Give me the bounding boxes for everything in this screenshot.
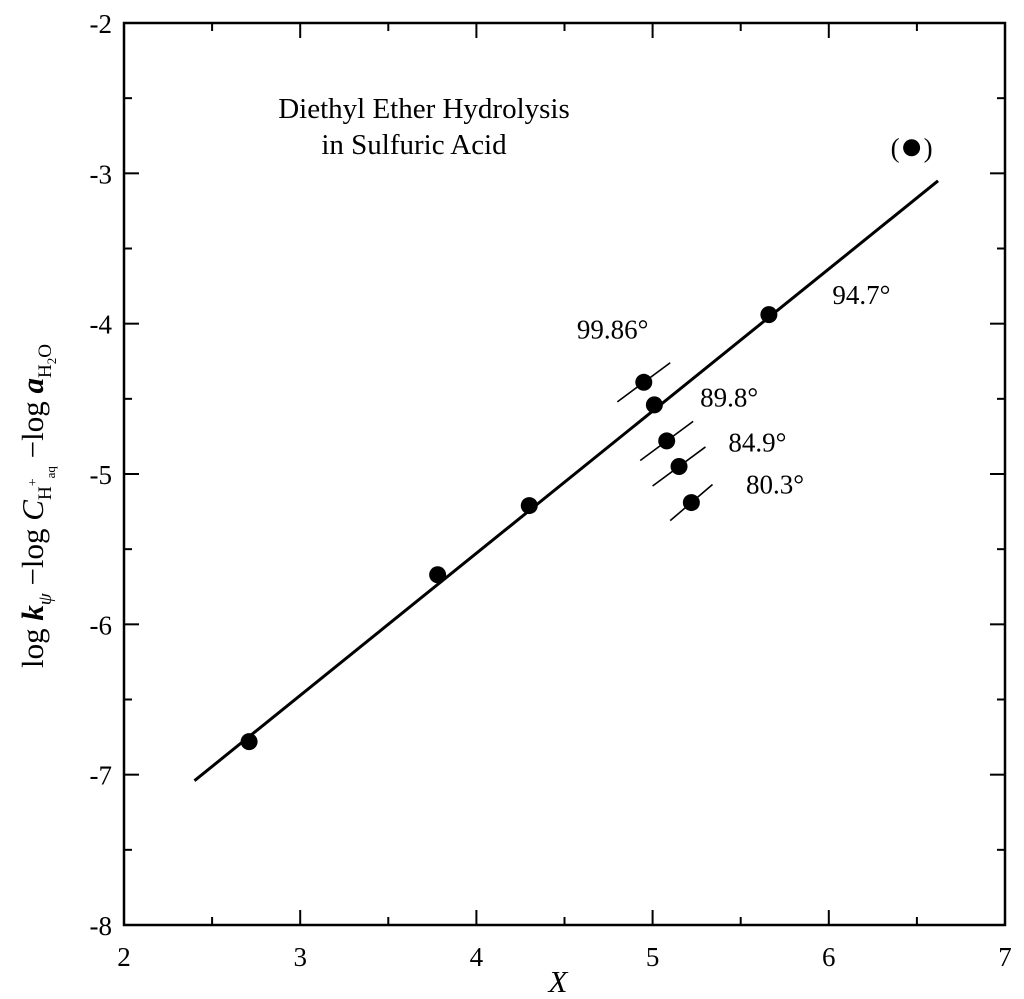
data-point: [635, 373, 653, 391]
y-label-k: k: [15, 605, 50, 621]
excluded-point-group: ( ): [891, 133, 933, 163]
y-label-k-sub: ψ: [35, 592, 56, 605]
y-tick-label: -7: [90, 761, 113, 791]
y-label-log-2: −log: [15, 521, 50, 594]
y-label-log-1: log: [15, 621, 50, 668]
y-label-c-sub-aq: aq: [43, 466, 58, 479]
temperature-annotation: 94.7°: [832, 280, 890, 310]
y-label-c-sup: +: [26, 478, 41, 486]
data-points: [240, 306, 778, 751]
y-tick-label: -2: [90, 9, 113, 39]
x-tick-label: 7: [998, 942, 1012, 972]
data-point: [520, 497, 538, 515]
axis-ticks: [123, 22, 1006, 926]
y-tick-label: -4: [90, 310, 113, 340]
x-tick-label: 4: [470, 942, 484, 972]
excluded-data-point: [903, 139, 921, 157]
y-label-a-sub-h: H: [35, 364, 56, 378]
temperature-annotation: 80.3°: [746, 470, 804, 500]
x-axis-label: X: [547, 964, 569, 999]
data-point: [682, 494, 700, 512]
chart-title-line-2: in Sulfuric Acid: [321, 129, 507, 161]
y-label-c: C: [15, 500, 50, 521]
data-point: [658, 432, 676, 450]
data-point: [760, 306, 778, 324]
data-point: [240, 733, 258, 751]
x-tick-labels: 2 3 4 5 6 7: [117, 942, 1012, 972]
y-tick-labels: -8 -7 -6 -5 -4 -3 -2: [90, 9, 113, 941]
y-tick-label: -6: [90, 610, 113, 640]
x-tick-label: 6: [822, 942, 836, 972]
data-point: [670, 457, 688, 475]
temperature-annotation: 84.9°: [728, 427, 786, 457]
data-point: [429, 566, 447, 584]
temperature-annotation: 89.8°: [700, 382, 758, 412]
plot-frame: [122, 21, 1007, 927]
excluded-point-paren-open: (: [891, 133, 900, 163]
y-axis-label: log kψ −log CH+aq −log aH2O: [15, 344, 59, 668]
y-tick-label: -5: [90, 460, 113, 490]
temperature-annotation: 99.86°: [577, 315, 649, 345]
y-label-a: a: [15, 378, 50, 394]
plot-frame-group: [122, 21, 1007, 927]
y-label-log-3: −log: [15, 393, 50, 466]
excluded-point-paren-close: ): [924, 133, 933, 163]
y-label-a-sub-o: O: [35, 344, 56, 358]
y-tick-label: -8: [90, 911, 113, 941]
y-label-c-sub: H: [35, 486, 56, 500]
temperature-annotations: 99.86° 89.8° 84.9° 80.3° 94.7°: [577, 280, 891, 499]
y-label-a-sub-2: 2: [44, 358, 59, 365]
chart-title-line-1: Diethyl Ether Hydrolysis: [278, 93, 570, 125]
regression-line: [193, 179, 939, 782]
x-tick-label: 5: [646, 942, 660, 972]
data-point: [645, 396, 663, 414]
x-tick-label: 3: [293, 942, 307, 972]
y-tick-label: -3: [90, 159, 113, 189]
x-tick-label: 2: [117, 942, 131, 972]
